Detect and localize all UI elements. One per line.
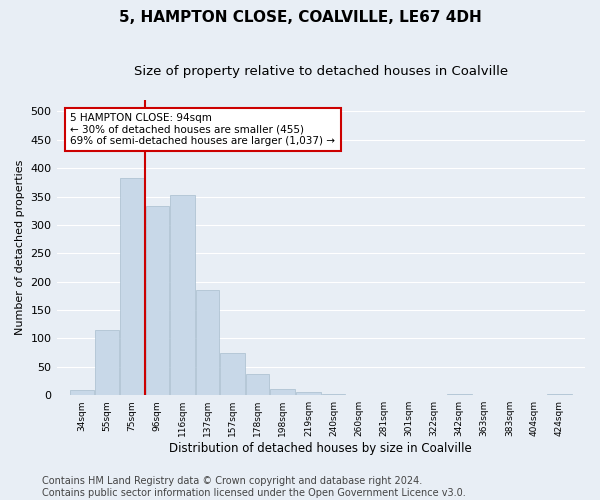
Bar [220,352,245,395]
Bar [346,394,371,395]
Bar [246,374,269,395]
Bar [70,390,94,395]
Text: 5 HAMPTON CLOSE: 94sqm
← 30% of detached houses are smaller (455)
69% of semi-de: 5 HAMPTON CLOSE: 94sqm ← 30% of detached… [70,113,335,146]
Bar [322,394,346,395]
Y-axis label: Number of detached properties: Number of detached properties [15,160,25,336]
Title: Size of property relative to detached houses in Coalville: Size of property relative to detached ho… [134,65,508,78]
Bar [170,195,195,395]
Bar [372,394,395,395]
Bar [196,290,219,395]
X-axis label: Distribution of detached houses by size in Coalville: Distribution of detached houses by size … [169,442,472,455]
Text: Contains HM Land Registry data © Crown copyright and database right 2024.
Contai: Contains HM Land Registry data © Crown c… [42,476,466,498]
Bar [447,394,472,395]
Bar [95,330,119,395]
Text: 5, HAMPTON CLOSE, COALVILLE, LE67 4DH: 5, HAMPTON CLOSE, COALVILLE, LE67 4DH [119,10,481,25]
Bar [547,394,572,395]
Bar [296,392,321,395]
Bar [271,389,295,395]
Bar [120,178,145,395]
Bar [146,206,169,395]
